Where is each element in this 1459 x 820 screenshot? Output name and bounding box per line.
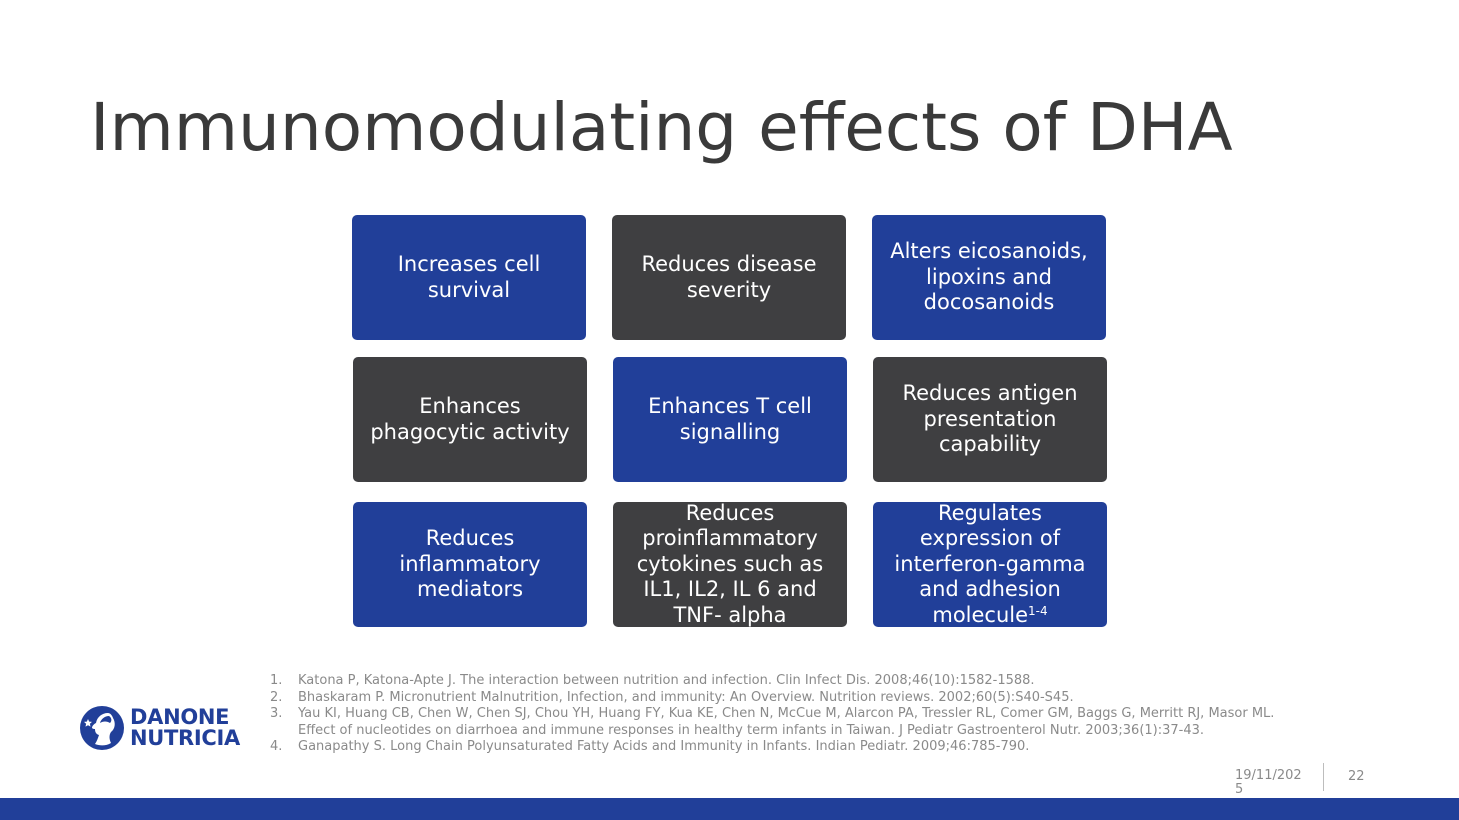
effect-box-text: Regulates expression of interferon-gamma… <box>894 500 1086 627</box>
logo-line-danone: DANONE <box>130 705 230 729</box>
effect-box-cell-survival: Increases cell survival <box>352 215 586 340</box>
citation-superscript: 1-4 <box>1028 603 1048 618</box>
effect-box-eicosanoids: Alters eicosanoids, lipoxins and docosan… <box>872 215 1106 340</box>
effect-box-label: Reduces inflammatory mediators <box>399 526 541 602</box>
effect-box-inflammatory-mediators: Reduces inflammatory mediators <box>353 502 587 627</box>
effect-box-antigen-presentation: Reduces antigen presentation capability <box>873 357 1107 482</box>
effect-box-disease-severity: Reduces disease severity <box>612 215 846 340</box>
slide-date: 19/11/2025 <box>1235 768 1302 797</box>
effect-box-label: Enhances T cell signalling <box>648 394 812 444</box>
reference-text: Bhaskaram P. Micronutrient Malnutrition,… <box>298 689 1074 705</box>
reference-number: 3. <box>270 706 283 721</box>
reference-item: 4. Ganapathy S. Long Chain Polyunsaturate… <box>270 739 1310 756</box>
reference-number: 1. <box>270 673 283 688</box>
logo-wordmark: DANONE NUTRICIA <box>130 707 240 749</box>
page-number: 22 <box>1348 769 1365 784</box>
danone-nutricia-logo: DANONE NUTRICIA <box>78 704 248 752</box>
reference-item: 2. Bhaskaram P. Micronutrient Malnutritio… <box>270 690 1310 707</box>
reference-number: 4. <box>270 739 283 754</box>
reference-item: 1. Katona P, Katona-Apte J. The interacti… <box>270 673 1310 690</box>
effect-box-phagocytic-activity: Enhances phagocytic activity <box>353 357 587 482</box>
reference-text: Ganapathy S. Long Chain Polyunsaturated … <box>298 739 1030 754</box>
effect-box-label: Enhances phagocytic activity <box>370 394 570 444</box>
effect-box-label: Alters eicosanoids, lipoxins and docosan… <box>890 239 1088 315</box>
reference-text: Katona P, Katona-Apte J. The interaction… <box>298 673 1035 688</box>
effect-box-t-cell-signalling: Enhances T cell signalling <box>613 357 847 482</box>
effect-box-label: Regulates expression of interferon-gamma… <box>883 501 1097 629</box>
effect-box-label: Reduces proinflammatory cytokines such a… <box>636 500 824 627</box>
effect-box-interferon-gamma: Regulates expression of interferon-gamma… <box>873 501 1107 629</box>
effect-box-label: Increases cell survival <box>397 252 541 302</box>
slide-title: Immunomodulating effects of DHA <box>90 89 1233 166</box>
effect-box-proinflammatory-cytokines: Reduces proinflammatory cytokines such a… <box>613 500 847 627</box>
references-list: 1. Katona P, Katona-Apte J. The interacti… <box>270 673 1310 756</box>
effect-box-label: Reduces disease severity <box>641 252 817 302</box>
footer-divider <box>1323 763 1324 791</box>
danone-child-star-icon <box>80 706 124 750</box>
reference-text: Yau KI, Huang CB, Chen W, Chen SJ, Chou … <box>298 706 1275 738</box>
reference-item: 3. Yau KI, Huang CB, Chen W, Chen SJ, Cho… <box>270 706 1310 739</box>
reference-number: 2. <box>270 689 283 705</box>
logo-line-nutricia: NUTRICIA <box>130 726 241 750</box>
footer-bar <box>0 798 1459 820</box>
effect-box-label: Reduces antigen presentation capability <box>902 381 1078 457</box>
